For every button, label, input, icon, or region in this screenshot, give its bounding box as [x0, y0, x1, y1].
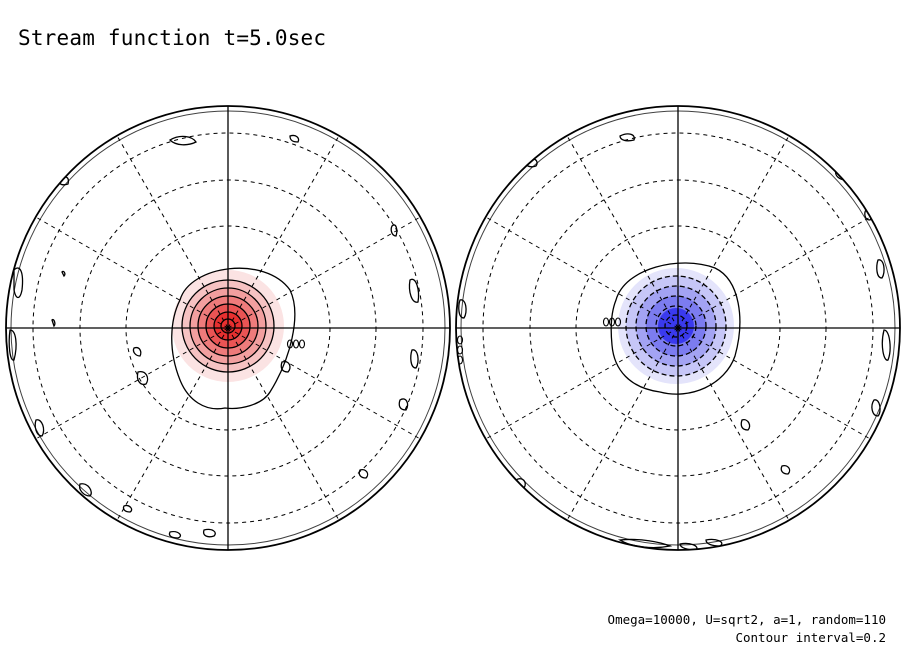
right-hemisphere — [455, 105, 901, 551]
left-hemisphere — [5, 105, 451, 551]
right-vortex-fill — [618, 268, 734, 384]
figure-title: Stream function t=5.0sec — [18, 26, 327, 50]
parameters-note: Omega=10000, U=sqrt2, a=1, random=110 — [607, 612, 886, 627]
right-meridians — [483, 133, 873, 523]
contour-interval-note: Contour interval=0.2 — [735, 630, 886, 645]
right-contour-label-marks — [456, 317, 622, 365]
right-negative-contours — [625, 275, 727, 377]
left-meridians — [33, 133, 423, 523]
left-contour-label-marks — [286, 339, 306, 349]
